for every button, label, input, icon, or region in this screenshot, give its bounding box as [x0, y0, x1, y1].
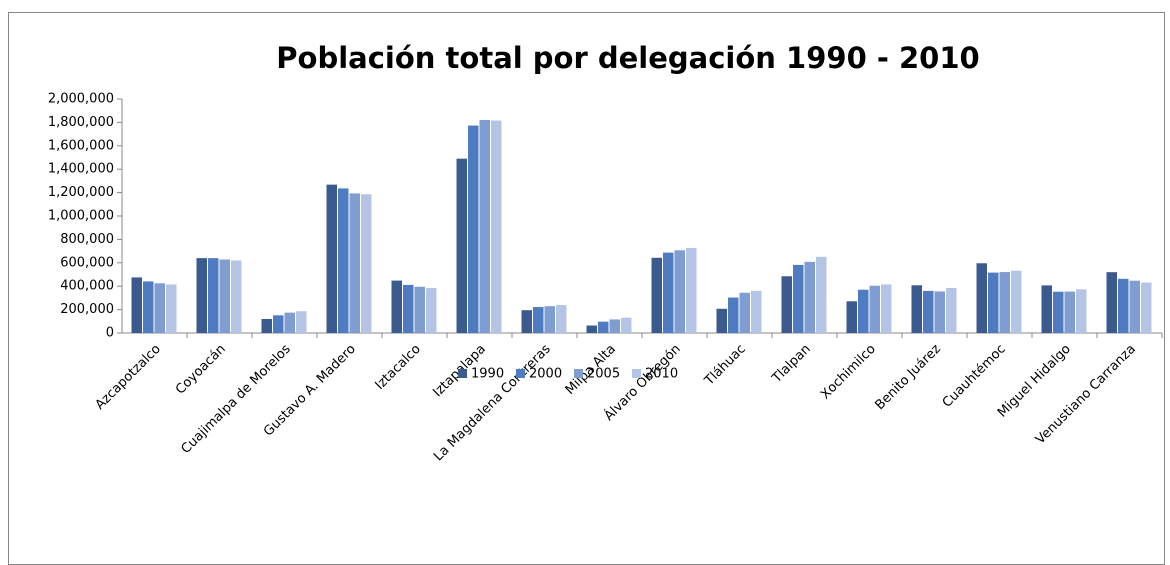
bar [296, 311, 307, 333]
bar [491, 120, 502, 333]
y-tick-label: 1,200,000 [48, 185, 114, 200]
bar [131, 277, 142, 333]
bar [479, 119, 490, 334]
bar [686, 247, 697, 333]
bar [326, 184, 337, 333]
bar [1076, 289, 1087, 333]
bar [598, 321, 609, 333]
bar [816, 256, 827, 333]
bar [166, 284, 177, 333]
bar [533, 307, 544, 333]
bar [751, 290, 762, 333]
bar [716, 308, 727, 333]
bar [946, 287, 957, 333]
bar [988, 272, 999, 333]
bar [403, 284, 414, 333]
legend-label: 2005 [587, 367, 620, 382]
bar [456, 158, 467, 333]
bar [208, 258, 219, 333]
bar [1064, 291, 1075, 333]
bar [521, 310, 532, 333]
bar [881, 284, 892, 333]
bar [858, 289, 869, 333]
bar [391, 280, 402, 333]
bar [1118, 278, 1129, 333]
bar [804, 261, 815, 333]
y-tick-label: 1,600,000 [48, 138, 114, 153]
bar [544, 306, 555, 333]
y-tick-label: 0 [106, 326, 114, 341]
legend-swatch [632, 369, 641, 378]
bar [1053, 291, 1064, 333]
bar [284, 312, 295, 333]
bar [976, 263, 987, 333]
legend-swatch [458, 369, 467, 378]
bar [663, 252, 674, 333]
legend-swatch [574, 369, 583, 378]
bar [999, 272, 1010, 333]
bar [793, 264, 804, 333]
bar [414, 286, 425, 333]
bar [273, 315, 284, 333]
bar [846, 301, 857, 333]
bar [609, 319, 620, 333]
bar [934, 291, 945, 333]
bar [1141, 282, 1152, 333]
bar [586, 325, 597, 333]
y-tick-label: 1,400,000 [48, 162, 114, 177]
bar [869, 285, 880, 333]
bar [426, 288, 437, 333]
bar [196, 258, 207, 333]
bar [739, 292, 750, 333]
y-tick-label: 600,000 [60, 255, 114, 270]
bar [154, 283, 165, 333]
y-tick-label: 800,000 [60, 232, 114, 247]
bar [1041, 285, 1052, 333]
bar [338, 188, 349, 333]
bar [1129, 280, 1140, 333]
legend-label: 2000 [529, 367, 562, 382]
bar [361, 194, 372, 333]
legend-label: 1990 [471, 367, 504, 382]
bar [728, 297, 739, 333]
bar [911, 285, 922, 333]
bar [261, 318, 272, 333]
bar [1106, 272, 1117, 333]
bar [923, 290, 934, 333]
legend-swatch [516, 369, 525, 378]
y-tick-label: 200,000 [60, 302, 114, 317]
y-tick-label: 2,000,000 [48, 92, 114, 107]
chart-title: Población total por delegación 1990 - 20… [276, 41, 979, 75]
bar [143, 281, 154, 333]
y-tick-label: 400,000 [60, 279, 114, 294]
bar [621, 317, 632, 333]
bar [651, 257, 662, 333]
bar [349, 193, 360, 333]
bar [1011, 270, 1022, 333]
bar [674, 250, 685, 333]
bar [231, 260, 242, 333]
bar [219, 259, 230, 333]
bar [468, 125, 479, 334]
bar [556, 305, 567, 333]
y-tick-label: 1,000,000 [48, 209, 114, 224]
bar [781, 276, 792, 333]
legend-label: 2010 [645, 367, 678, 382]
y-tick-label: 1,800,000 [48, 115, 114, 130]
